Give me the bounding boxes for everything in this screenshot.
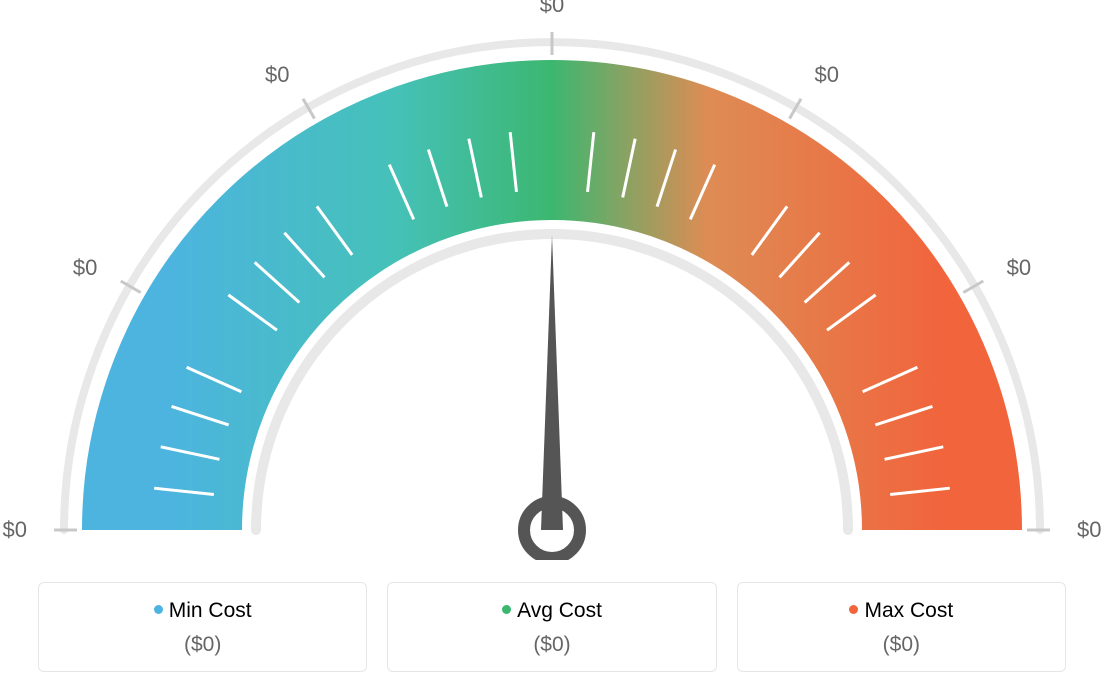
legend-label-min: Min Cost xyxy=(169,599,252,622)
legend-value-avg: ($0) xyxy=(398,633,705,657)
gauge-chart-container: $0 $0 $0 $0 $0 $0 $0 Min Cost ($0) Avg Cost ($… xyxy=(0,0,1104,690)
gauge-tick-label: $0 xyxy=(815,62,839,88)
legend-box-max: Max Cost ($0) xyxy=(737,582,1066,672)
legend-dot-max xyxy=(849,605,858,614)
legend-value-max: ($0) xyxy=(748,633,1055,657)
gauge-tick-label: $0 xyxy=(265,62,289,88)
legend-dot-avg xyxy=(502,605,511,614)
legend-value-min: ($0) xyxy=(49,633,356,657)
legend-title-max: Max Cost xyxy=(748,599,1055,623)
gauge-tick-label: $0 xyxy=(1077,517,1101,543)
legend-dot-min xyxy=(154,605,163,614)
gauge-tick-label: $0 xyxy=(3,517,27,543)
legend-title-avg: Avg Cost xyxy=(398,599,705,623)
gauge-tick-label: $0 xyxy=(73,255,97,281)
legend-box-avg: Avg Cost ($0) xyxy=(387,582,716,672)
legend-box-min: Min Cost ($0) xyxy=(38,582,367,672)
gauge-area: $0 $0 $0 $0 $0 $0 $0 xyxy=(0,0,1104,560)
legend-row: Min Cost ($0) Avg Cost ($0) Max Cost ($0… xyxy=(38,582,1066,672)
gauge-tick-label: $0 xyxy=(540,0,564,18)
legend-label-avg: Avg Cost xyxy=(517,599,602,622)
legend-title-min: Min Cost xyxy=(49,599,356,623)
legend-label-max: Max Cost xyxy=(864,599,953,622)
gauge-svg xyxy=(0,0,1104,560)
gauge-tick-label: $0 xyxy=(1007,255,1031,281)
